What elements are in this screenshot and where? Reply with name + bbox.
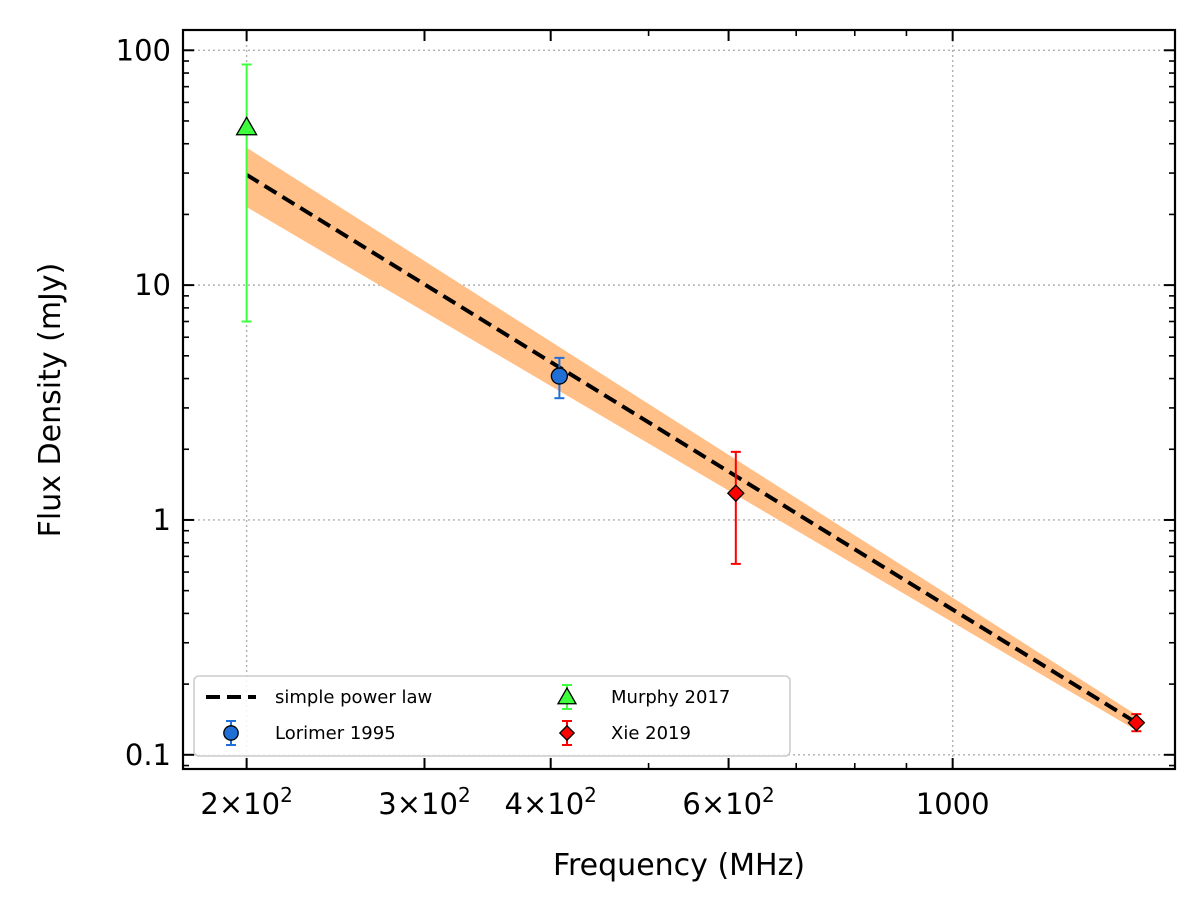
legend-label-simple-power-law: simple power law (275, 687, 432, 708)
legend: simple power law Lorimer 1995 Murphy 2017 X… (193, 675, 791, 757)
y-tick-label: 100 (116, 33, 171, 67)
data-points (235, 63, 1146, 733)
legend-label-xie-2019: Xie 2019 (611, 723, 691, 744)
legend-label-lorimer-1995: Lorimer 1995 (275, 723, 396, 744)
axes: 0.1 1 10 100 2×102 3×102 4×102 6×102 1000 (116, 28, 1177, 821)
plot-frame (181, 28, 1177, 771)
x-tick-label: 2×102 (200, 783, 292, 821)
legend-label-murphy-2017: Murphy 2017 (611, 687, 730, 708)
xie-2019-point (1127, 713, 1146, 732)
x-tick-label: 4×102 (505, 783, 597, 821)
fit-uncertainty-band-area (246, 147, 1137, 731)
y-tick-label: 10 (134, 268, 171, 302)
simple-power-law-line (245, 173, 1138, 725)
fit-line (245, 173, 1138, 725)
murphy-2017-point (235, 115, 258, 136)
x-tick-label: 1000 (916, 787, 990, 821)
legend-marker-murphy-2017 (556, 686, 578, 705)
y-tick-label: 0.1 (125, 738, 171, 772)
legend-box (193, 675, 791, 757)
xie-2019-point (726, 484, 745, 503)
legend-marker-xie-2019 (558, 724, 576, 742)
x-axis-label: Frequency (MHz) (553, 848, 805, 883)
fit-uncertainty-band (246, 147, 1137, 731)
y-axis-label: Flux Density (mJy) (33, 263, 68, 538)
legend-marker-lorimer-1995 (223, 725, 239, 741)
x-tick-label: 3×102 (378, 783, 470, 821)
y-tick-label: 1 (153, 503, 171, 537)
lorimer-1995-point (550, 367, 569, 385)
x-tick-label: 6×102 (682, 783, 774, 821)
